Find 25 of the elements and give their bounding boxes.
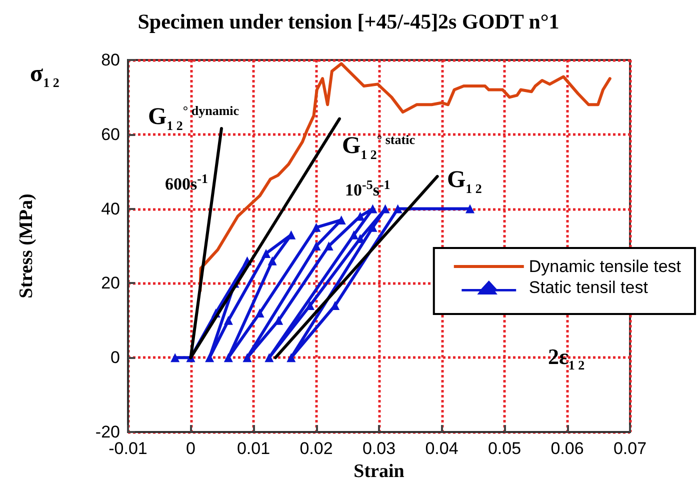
x-tick-label: -0.01 [108,439,148,458]
y-tick-label: 60 [101,124,120,144]
x-tick-label: 0.06 [550,439,584,458]
text: σ$_{1 2}$ [30,61,60,90]
x-tick-label: 0.01 [236,439,270,458]
x-tick-label: 0.03 [362,439,396,458]
x-axis-title: Strain [354,460,405,482]
annotation: 10$^{-5}$s$^{-1}$ [345,177,390,200]
y-axis-title: Stress (MPa) [16,194,37,298]
x-tick-label: 0.05 [488,439,522,458]
annotation: 600s$^{-1}$ [165,171,208,194]
legend-label: Static tensil test [528,278,648,297]
annotation: 2ε$_{1 2}$ [548,344,585,372]
chart-title: Specimen under tension [+45/-45]2s GODT n°1 [138,10,560,34]
annotation: G$_{1 2}$ [447,167,482,196]
y-tick-label: 40 [101,199,120,218]
y-tick-label: 0 [110,348,120,368]
x-tick-label: 0.02 [300,439,333,458]
x-tick-label: 0 [186,439,196,458]
y-tick-label: -20 [95,422,120,442]
y-tick-label: 20 [101,274,120,293]
x-tick-label: 0.07 [613,439,647,458]
y-tick-label: 80 [101,50,120,70]
legend-label: Dynamic tensile test [528,257,682,276]
x-tick-label: 0.04 [425,439,458,458]
